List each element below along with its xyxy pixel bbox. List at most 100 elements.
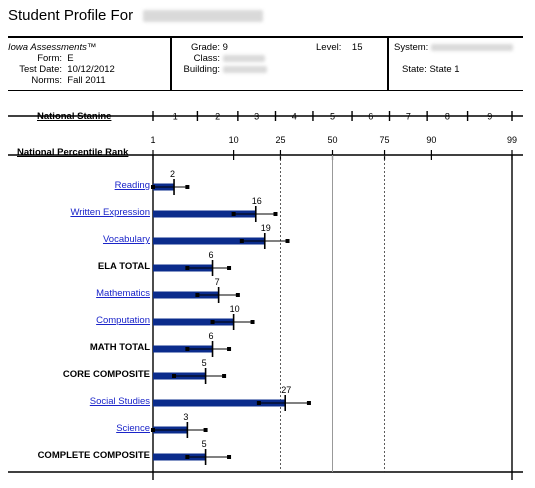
header-school-block: Grade: 9 Class: Building: [178, 42, 378, 75]
stanine-tick-label: 2 [215, 112, 220, 122]
score-bar [153, 318, 234, 326]
form-value: E [67, 53, 74, 64]
percentile-tick-label: 50 [327, 135, 337, 145]
category-label[interactable]: Vocabulary [102, 234, 150, 245]
header-system-block: System: State: State 1 [394, 42, 524, 75]
error-bar-low-cap [185, 347, 190, 351]
percentile-tick-label: 99 [507, 135, 517, 145]
header-top-rule [8, 36, 523, 38]
error-bar-high-cap [227, 455, 232, 459]
score-bar [153, 210, 256, 218]
error-bar-low-cap [195, 293, 200, 297]
category-label: COMPLETE COMPOSITE [37, 450, 150, 461]
percentile-tick-label: 90 [426, 135, 436, 145]
page-title: Student Profile For [8, 7, 264, 24]
score-data-label: 10 [230, 304, 240, 314]
score-bar [153, 291, 219, 299]
error-bar-low-cap [185, 455, 190, 459]
level-value: 15 [351, 42, 363, 53]
form-label: Form: [37, 53, 62, 64]
state-label: State: [402, 64, 427, 75]
building-value-redacted [222, 65, 267, 73]
category-label[interactable]: Social Studies [89, 396, 150, 407]
category-label[interactable]: Reading [114, 180, 150, 191]
norms-label: Norms: [31, 75, 62, 86]
score-data-label: 5 [202, 358, 207, 368]
error-bar-high-cap [227, 347, 232, 351]
score-data-label: 19 [261, 223, 271, 233]
score-data-label: 5 [202, 439, 207, 449]
error-bar-high-cap [285, 239, 290, 243]
stanine-tick-label: 3 [254, 112, 259, 122]
error-bar-low-cap [151, 428, 155, 432]
score-data-label: 7 [215, 277, 220, 287]
class-value-redacted [222, 54, 265, 62]
building-label: Building: [183, 64, 220, 75]
stanine-tick-label: 4 [292, 112, 297, 122]
score-bar [153, 453, 206, 461]
error-bar-high-cap [222, 374, 227, 378]
score-data-label: 16 [252, 196, 262, 206]
error-bar-high-cap [203, 428, 208, 432]
stanine-tick-label: 1 [173, 112, 178, 122]
test-date-label: Test Date: [19, 64, 62, 75]
error-bar-high-cap [185, 185, 190, 189]
error-bar-high-cap [235, 293, 240, 297]
category-label[interactable]: Mathematics [96, 288, 150, 299]
stanine-tick-label: 5 [330, 112, 335, 122]
error-bar-high-cap [273, 212, 278, 216]
student-name-redacted [143, 10, 264, 23]
category-label: MATH TOTAL [89, 342, 150, 353]
score-data-label: 3 [183, 412, 188, 422]
grade-value: 9 [222, 42, 228, 53]
stanine-tick-label: 8 [445, 112, 450, 122]
error-bar-low-cap [172, 374, 177, 378]
percentile-tick-label: 1 [150, 135, 155, 145]
stanine-tick-label: 6 [368, 112, 373, 122]
error-bar-low-cap [256, 401, 261, 405]
level-block: Level: 15 [316, 42, 363, 53]
test-date-value: 10/12/2012 [67, 64, 115, 75]
header-divider-2 [387, 38, 389, 90]
state-value: State 1 [429, 64, 460, 75]
stanine-tick-label: 9 [487, 112, 492, 122]
assessment-name: Iowa Assessments™ [8, 42, 97, 53]
category-label[interactable]: Computation [96, 315, 150, 326]
error-bar-low-cap [231, 212, 236, 216]
score-bar [153, 237, 265, 245]
class-label: Class: [193, 53, 220, 64]
chart-marks-layer: 2 16 19 6 7 10 6 5 27 3 5 [151, 169, 311, 465]
error-bar-high-cap [250, 320, 255, 324]
score-bar [153, 399, 286, 407]
category-label: CORE COMPOSITE [62, 369, 150, 380]
chart-static-layer: 1 2 3 4 5 6 7 8 91 10 25 50 75 90 99 [8, 111, 523, 480]
score-data-label: 6 [209, 250, 214, 260]
error-bar-high-cap [227, 266, 232, 270]
page-title-prefix: Student Profile For [8, 7, 134, 24]
score-bar [153, 264, 213, 272]
category-label[interactable]: Science [116, 423, 150, 434]
score-data-label: 6 [209, 331, 214, 341]
system-value-redacted [430, 43, 513, 51]
error-bar-low-cap [151, 185, 155, 189]
percentile-axis-label: National Percentile Rank [17, 147, 129, 158]
percentile-tick-label: 25 [275, 135, 285, 145]
system-label: System: [394, 42, 429, 53]
percentile-tick-label: 75 [380, 135, 390, 145]
score-data-label: 27 [281, 385, 291, 395]
error-bar-high-cap [306, 401, 311, 405]
error-bar-low-cap [210, 320, 215, 324]
header-bottom-rule [8, 90, 523, 91]
stanine-tick-label: 7 [406, 112, 411, 122]
header-divider-1 [170, 38, 172, 90]
stanine-axis-label: National Stanine [37, 111, 112, 122]
level-label: Level: [316, 42, 342, 53]
category-label: ELA TOTAL [97, 261, 150, 272]
category-label[interactable]: Written Expression [70, 207, 150, 218]
grade-label: Grade: [190, 42, 220, 53]
percentile-tick-label: 10 [229, 135, 239, 145]
score-bar [153, 345, 213, 353]
score-data-label: 2 [170, 169, 175, 179]
error-bar-low-cap [239, 239, 244, 243]
